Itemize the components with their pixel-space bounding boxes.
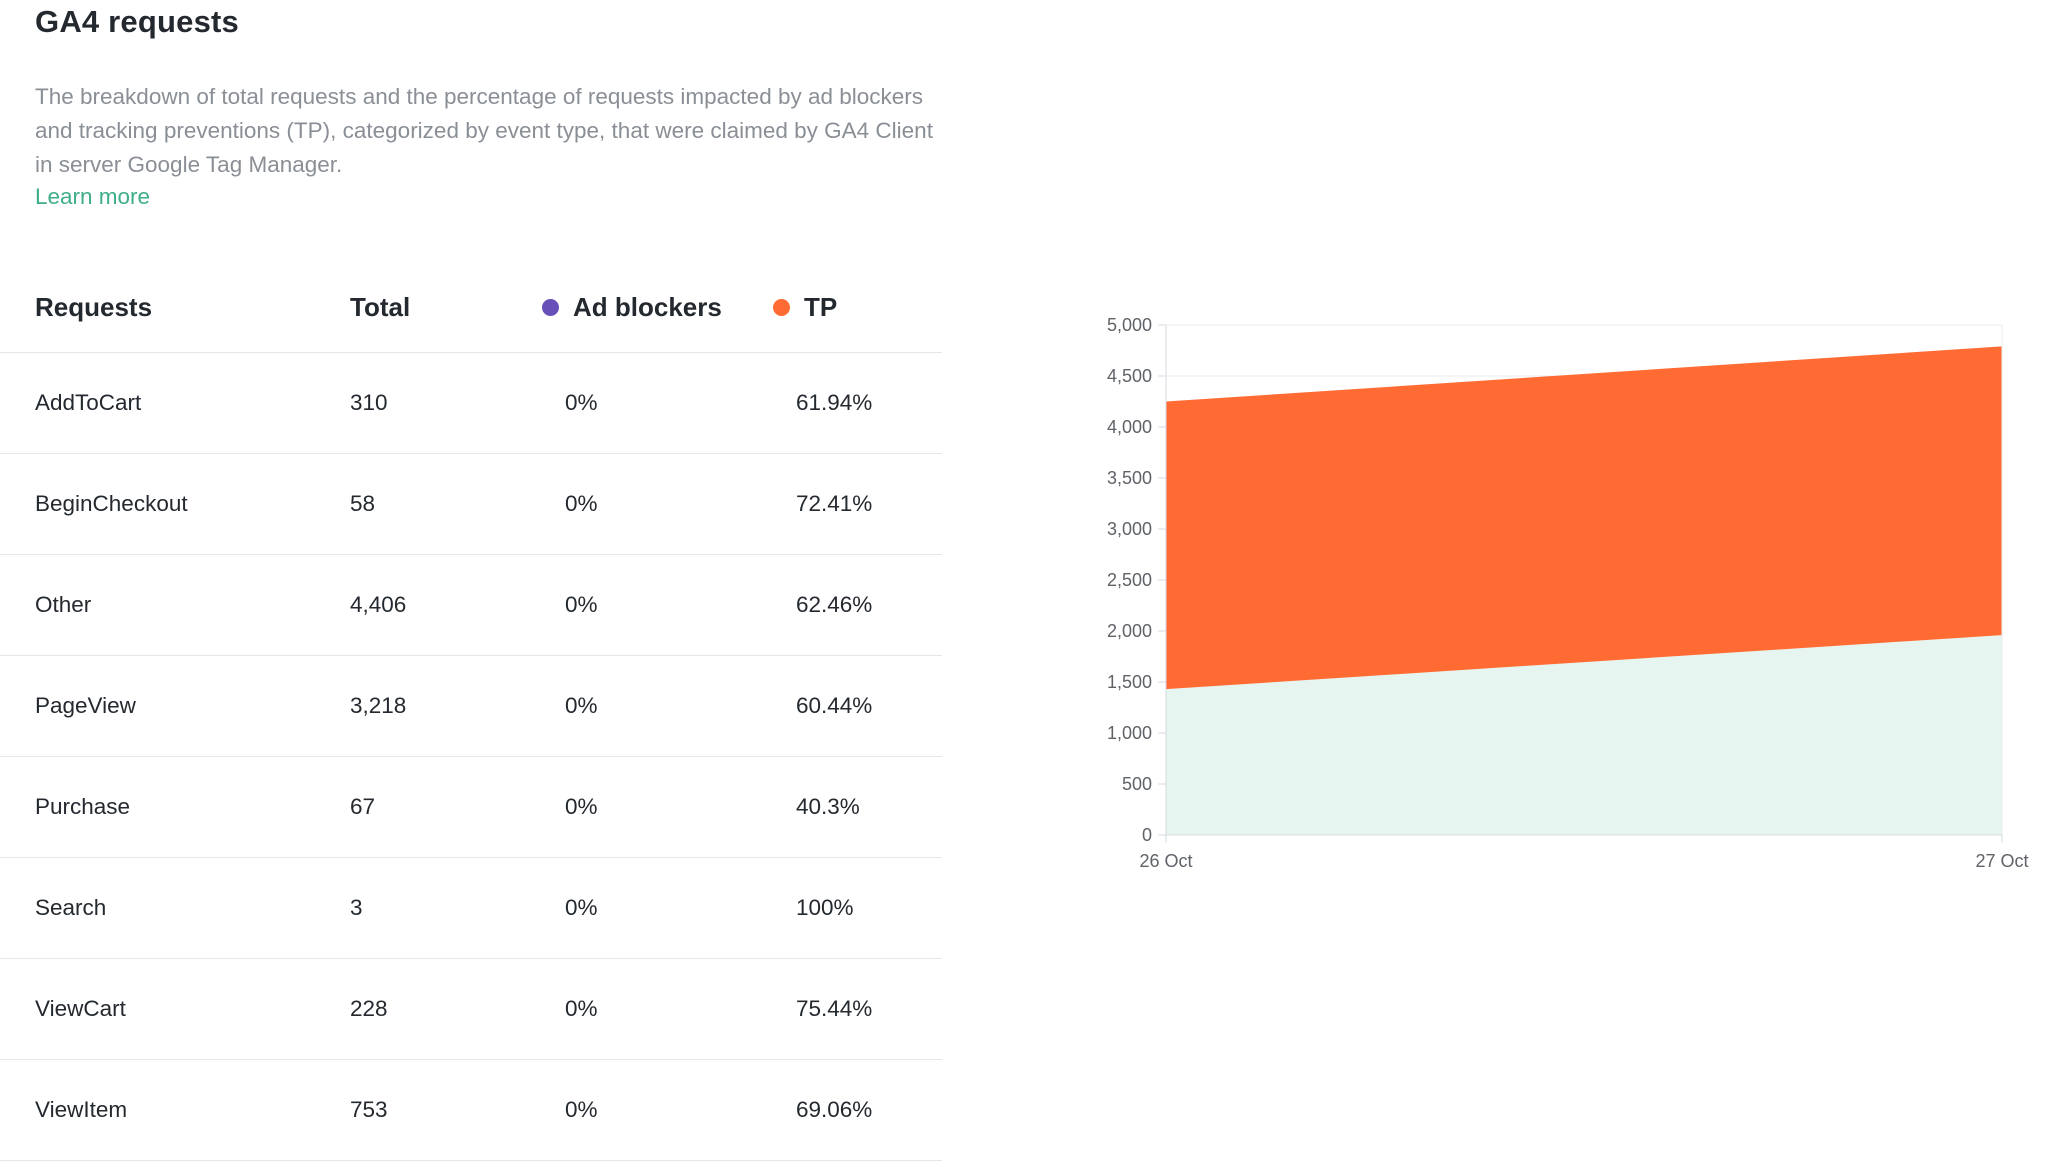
header-requests: Requests: [35, 292, 153, 322]
row-ad-blockers: 0%: [565, 390, 598, 415]
y-tick-label: 3,500: [1107, 468, 1152, 488]
table-row: Purchase 67 0% 40.3%: [0, 757, 942, 858]
header-tp: TP: [773, 290, 837, 324]
row-tp: 61.94%: [796, 390, 873, 415]
section-title: GA4 requests: [35, 4, 239, 39]
area-series-base: [1166, 635, 2002, 835]
row-total: 3: [350, 895, 363, 920]
y-tick-label: 1,500: [1107, 672, 1152, 692]
y-tick-label: 4,500: [1107, 366, 1152, 386]
row-name: Search: [35, 895, 107, 920]
row-name: Purchase: [35, 794, 131, 819]
row-ad-blockers: 0%: [565, 1097, 598, 1122]
header-ad-blockers: Ad blockers: [542, 290, 722, 324]
row-total: 310: [350, 390, 388, 415]
table-row: Search 3 0% 100%: [0, 858, 942, 959]
y-tick-label: 5,000: [1107, 315, 1152, 335]
row-tp: 100%: [796, 895, 854, 920]
tp-legend-dot-icon: [773, 298, 790, 316]
row-ad-blockers: 0%: [565, 794, 598, 819]
header-total: Total: [350, 292, 411, 322]
row-name: ViewCart: [35, 996, 126, 1021]
requests-table: Requests Total Ad blockers TP AddToCart 3…: [0, 270, 942, 1161]
requests-area-chart: 0 500 1,000 1,500 2,000 2,500 3,000 3,500 4,000 4…: [1070, 305, 2045, 885]
y-tick-label: 2,000: [1107, 621, 1152, 641]
learn-more-link[interactable]: Learn more: [35, 184, 151, 209]
table-row: BeginCheckout 58 0% 72.41%: [0, 454, 942, 555]
table-row: AddToCart 310 0% 61.94%: [0, 353, 942, 454]
row-ad-blockers: 0%: [565, 592, 598, 617]
header-ad-blockers-label: Ad blockers: [573, 292, 722, 322]
y-tick-label: 0: [1142, 825, 1152, 845]
section-description: The breakdown of total requests and the …: [35, 84, 933, 177]
row-ad-blockers: 0%: [565, 895, 598, 920]
row-total: 67: [350, 794, 376, 819]
y-tick-label: 3,000: [1107, 519, 1152, 539]
header-tp-label: TP: [804, 292, 838, 322]
row-tp: 69.06%: [796, 1097, 873, 1122]
row-total: 58: [350, 491, 376, 516]
table-row: ViewItem 753 0% 69.06%: [0, 1060, 942, 1161]
row-total: 4,406: [350, 592, 407, 617]
row-name: BeginCheckout: [35, 491, 188, 516]
row-tp: 72.41%: [796, 491, 873, 516]
row-name: PageView: [35, 693, 136, 718]
table-body: AddToCart 310 0% 61.94% BeginCheckout 58 0% 72.…: [0, 353, 942, 1161]
x-tick-label: 26 Oct: [1139, 851, 1192, 871]
row-tp: 75.44%: [796, 996, 873, 1021]
table-row: PageView 3,218 0% 60.44%: [0, 656, 942, 757]
row-tp: 62.46%: [796, 592, 873, 617]
row-name: Other: [35, 592, 92, 617]
y-tick-label: 1,000: [1107, 723, 1152, 743]
ad-blockers-legend-dot-icon: [542, 298, 559, 316]
table-row: ViewCart 228 0% 75.44%: [0, 959, 942, 1060]
chart-svg: 0 500 1,000 1,500 2,000 2,500 3,000 3,500 4,000 4…: [1107, 315, 2029, 871]
x-tick-label: 27 Oct: [1975, 851, 2028, 871]
area-series-tp: [1166, 346, 2002, 690]
y-tick-label: 500: [1122, 774, 1152, 794]
row-ad-blockers: 0%: [565, 693, 598, 718]
row-ad-blockers: 0%: [565, 491, 598, 516]
row-total: 3,218: [350, 693, 407, 718]
row-name: AddToCart: [35, 390, 142, 415]
row-name: ViewItem: [35, 1097, 128, 1122]
row-ad-blockers: 0%: [565, 996, 598, 1021]
table-row: Other 4,406 0% 62.46%: [0, 555, 942, 656]
y-tick-label: 4,000: [1107, 417, 1152, 437]
row-total: 753: [350, 1097, 388, 1122]
row-tp: 40.3%: [796, 794, 860, 819]
row-tp: 60.44%: [796, 693, 873, 718]
y-tick-label: 2,500: [1107, 570, 1152, 590]
row-total: 228: [350, 996, 388, 1021]
table-header: Requests Total Ad blockers TP: [0, 270, 942, 353]
